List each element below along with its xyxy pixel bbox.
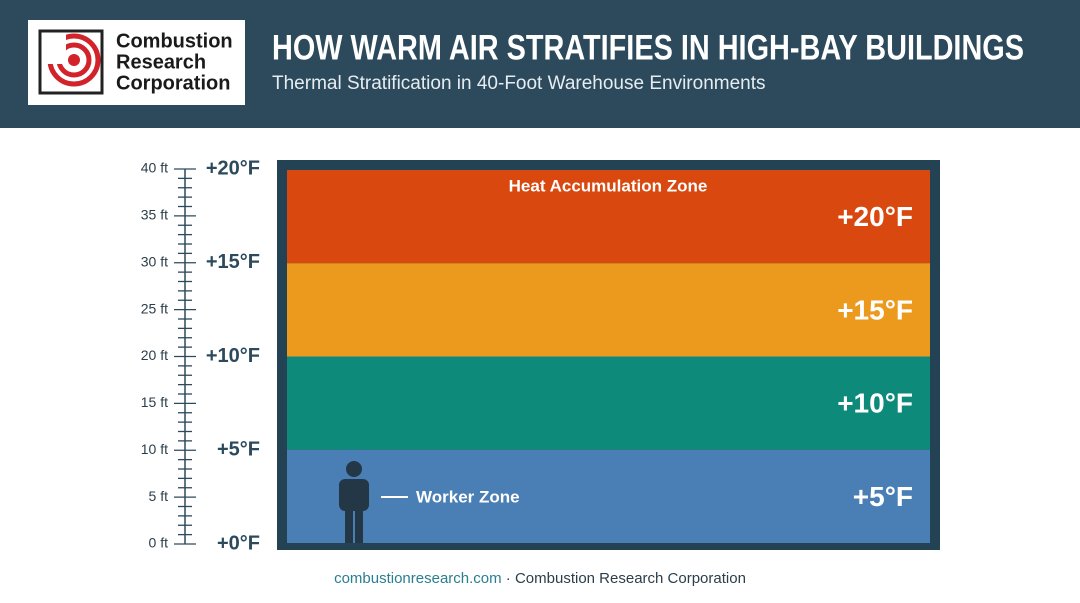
height-label: 35 ft bbox=[141, 207, 168, 223]
footer-org: · Combustion Research Corporation bbox=[502, 570, 746, 587]
temp-scale-label: +15°F bbox=[206, 251, 260, 273]
zone-band bbox=[287, 263, 930, 357]
zone-band bbox=[287, 356, 930, 450]
worker-icon bbox=[339, 461, 369, 543]
logo-icon bbox=[38, 29, 104, 95]
zone-temp: +20°F bbox=[837, 201, 913, 232]
height-label: 15 ft bbox=[141, 394, 168, 410]
height-label: 0 ft bbox=[149, 535, 169, 551]
logo-text: Research bbox=[116, 51, 206, 73]
footer: combustionresearch.com · Combustion Rese… bbox=[334, 570, 746, 587]
temp-scale-label: +20°F bbox=[206, 157, 260, 179]
zone-label: Heat Accumulation Zone bbox=[509, 176, 708, 195]
height-label: 25 ft bbox=[141, 300, 168, 316]
logo-text: Corporation bbox=[116, 72, 230, 94]
zone-band bbox=[287, 170, 930, 264]
height-label: 30 ft bbox=[141, 253, 168, 269]
zone-temp: +5°F bbox=[853, 481, 913, 512]
logo-text: Combustion bbox=[116, 30, 233, 52]
title: HOW WARM AIR STRATIFIES IN HIGH-BAY BUIL… bbox=[272, 28, 1024, 67]
temp-scale-label: +10°F bbox=[206, 345, 260, 367]
height-label: 5 ft bbox=[149, 488, 169, 504]
subtitle: Thermal Stratification in 40-Foot Wareho… bbox=[272, 73, 766, 94]
height-label: 20 ft bbox=[141, 347, 168, 363]
zone-temp: +10°F bbox=[837, 388, 913, 419]
temp-scale-label: +0°F bbox=[217, 532, 260, 554]
height-label: 10 ft bbox=[141, 441, 168, 457]
footer-url: combustionresearch.com bbox=[334, 570, 502, 587]
temp-scale-label: +5°F bbox=[217, 439, 260, 461]
zone-temp: +15°F bbox=[837, 294, 913, 325]
zone-label: Worker Zone bbox=[416, 487, 520, 506]
height-label: 40 ft bbox=[141, 160, 168, 176]
